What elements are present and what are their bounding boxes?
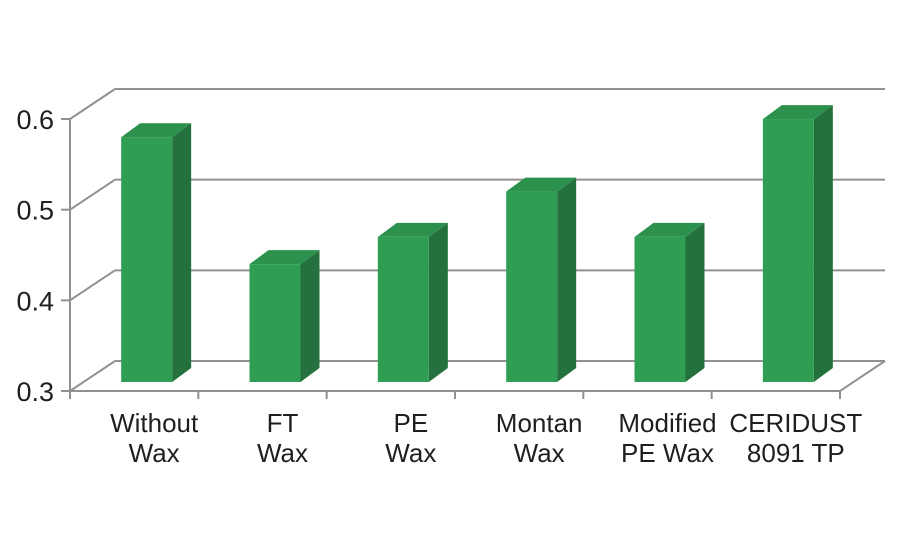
bar-ceridust-8091-tp <box>762 119 814 383</box>
depth-gridline <box>69 178 116 211</box>
bar-without-wax <box>121 137 173 382</box>
category-label: Modified PE Wax <box>618 408 716 468</box>
category-label: Without Wax <box>110 408 199 468</box>
depth-gridline <box>69 360 116 392</box>
floor-right-edge <box>839 360 886 392</box>
category-label: PE Wax <box>385 408 436 468</box>
bar-ft-wax-side <box>300 250 320 382</box>
bar-without-wax-side <box>172 123 192 382</box>
bar-montan-wax-side <box>557 177 577 382</box>
bar-ceridust-8091-tp-top <box>762 105 833 120</box>
bar-montan-wax-top <box>506 177 577 192</box>
category-label: FT Wax <box>257 408 308 468</box>
bar-ft-wax <box>249 264 301 382</box>
depth-gridline <box>69 269 116 302</box>
bar-modified-pe-wax-top <box>634 222 705 237</box>
y-tick-label: 0.6 <box>16 105 54 135</box>
y-tick-label: 0.5 <box>16 196 54 226</box>
bar-modified-pe-wax-side <box>685 222 705 382</box>
depth-gridline <box>69 88 116 120</box>
bar-modified-pe-wax <box>634 236 686 382</box>
bar-ceridust-8091-tp-side <box>813 105 833 383</box>
bar-ft-wax-top <box>249 250 320 265</box>
bar-pe-wax-side <box>428 222 448 382</box>
bar-pe-wax-top <box>377 222 448 237</box>
bar-montan-wax <box>506 191 558 382</box>
y-tick-label: 0.4 <box>16 286 54 316</box>
category-label: Montan Wax <box>496 408 583 468</box>
bar-pe-wax <box>377 236 429 382</box>
bar-without-wax-top <box>121 123 192 138</box>
y-tick-label: 0.3 <box>16 377 54 407</box>
category-label: CERIDUST 8091 TP <box>729 408 862 468</box>
